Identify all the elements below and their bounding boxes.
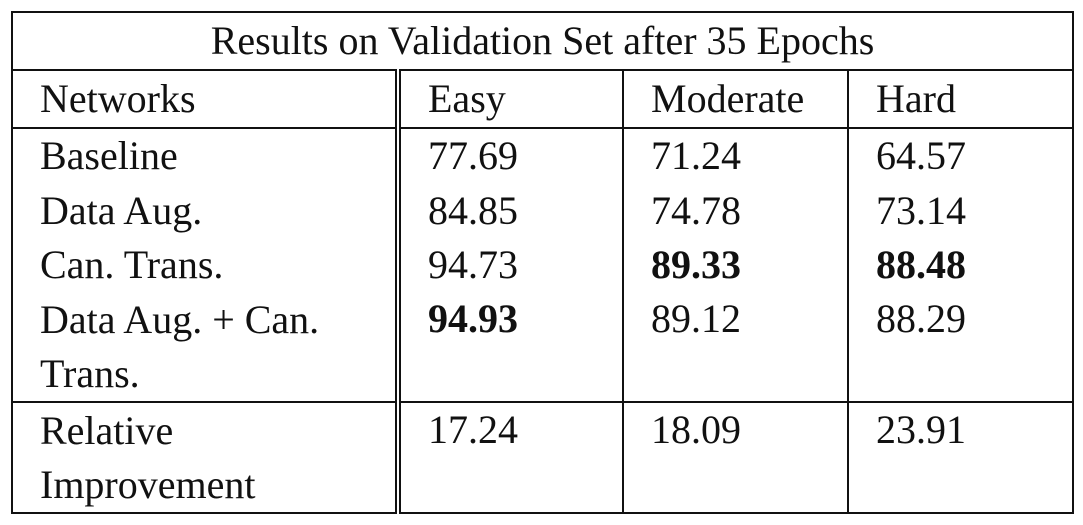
cell-easy: 77.69 <box>398 128 624 184</box>
cell-moderate: 74.78 <box>623 183 849 238</box>
summary-row: Relative Improvement 17.24 18.09 23.91 <box>11 401 1074 514</box>
summary-label: Relative Improvement <box>11 401 401 514</box>
cell-hard: 88.29 <box>848 292 1074 403</box>
row-label: Can. Trans. <box>11 237 401 293</box>
header-easy: Easy <box>398 70 624 129</box>
row-label: Baseline <box>11 128 401 184</box>
summary-easy: 17.24 <box>398 401 624 514</box>
header-networks: Networks <box>11 70 401 129</box>
cell-hard-best: 88.48 <box>848 237 1074 293</box>
cell-moderate-best: 89.33 <box>623 237 849 293</box>
cell-moderate: 89.12 <box>623 292 849 403</box>
cell-easy-best: 94.93 <box>398 292 624 403</box>
table-row: Can. Trans. 94.73 89.33 88.48 <box>11 237 1074 293</box>
cell-moderate: 71.24 <box>623 128 849 184</box>
title-row: Results on Validation Set after 35 Epoch… <box>11 11 1074 71</box>
table-row: Data Aug. + Can. Trans. 94.93 89.12 88.2… <box>11 292 1074 403</box>
summary-moderate: 18.09 <box>623 401 849 514</box>
cell-hard: 73.14 <box>848 183 1074 238</box>
header-moderate: Moderate <box>623 70 849 129</box>
summary-hard: 23.91 <box>848 401 1074 514</box>
results-table: Results on Validation Set after 35 Epoch… <box>11 11 1074 514</box>
row-label: Data Aug. + Can. Trans. <box>11 292 401 403</box>
cell-hard: 64.57 <box>848 128 1074 184</box>
header-hard: Hard <box>848 70 1074 129</box>
header-row: Networks Easy Moderate Hard <box>11 70 1074 129</box>
table-row: Data Aug. 84.85 74.78 73.14 <box>11 183 1074 238</box>
cell-easy: 84.85 <box>398 183 624 238</box>
table-row: Baseline 77.69 71.24 64.57 <box>11 128 1074 184</box>
cell-easy: 94.73 <box>398 237 624 293</box>
table-title: Results on Validation Set after 35 Epoch… <box>11 11 1074 71</box>
row-label: Data Aug. <box>11 183 401 238</box>
